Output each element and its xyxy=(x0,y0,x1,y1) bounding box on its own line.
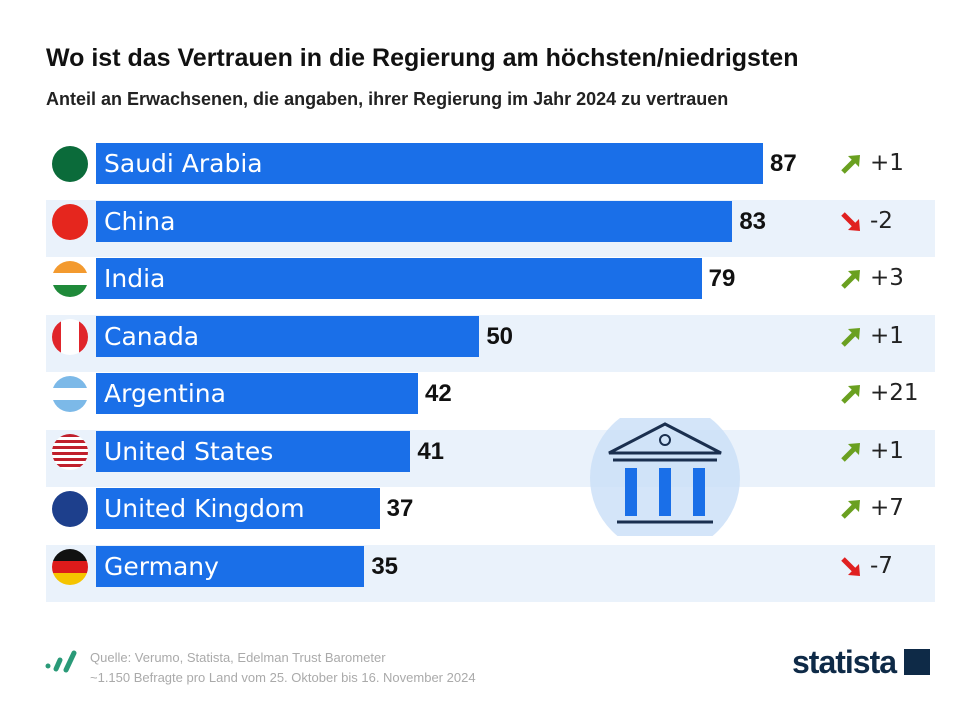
flag-icon xyxy=(52,203,88,240)
chart-title: Wo ist das Vertrauen in die Regierung am… xyxy=(46,44,799,72)
change-label: +1 xyxy=(870,437,904,464)
change-label: +7 xyxy=(870,495,904,521)
flag-icon xyxy=(52,548,88,585)
change-label: +1 xyxy=(870,322,904,349)
survey-note: ~1.150 Befragte pro Land vom 25. Oktober… xyxy=(90,670,476,685)
bar xyxy=(96,315,480,357)
bar xyxy=(96,488,380,529)
flag-icon xyxy=(52,318,88,355)
bar xyxy=(96,200,733,242)
bar-label: China xyxy=(104,206,176,236)
bar xyxy=(96,545,365,587)
flag-icon xyxy=(52,376,88,412)
bar-label: Canada xyxy=(104,321,200,351)
change-label: -7 xyxy=(870,552,893,579)
bar-label: United States xyxy=(104,436,274,466)
arrow-up-right-icon xyxy=(841,500,860,519)
bar-label: India xyxy=(104,264,166,293)
flag-icon xyxy=(52,261,88,297)
data-label: 42 xyxy=(425,380,452,407)
data-label: 41 xyxy=(417,437,445,465)
brand-name: statista xyxy=(792,644,897,680)
change-label: +3 xyxy=(870,265,904,291)
bar-label: United Kingdom xyxy=(104,494,305,523)
data-label: 87 xyxy=(770,150,797,177)
bar-label: Saudi Arabia xyxy=(104,149,263,178)
flag-icon xyxy=(52,146,88,182)
arrow-up-right-icon xyxy=(841,442,860,462)
government-building-icon xyxy=(590,418,740,536)
change-label: +21 xyxy=(870,380,919,406)
verumo-logo-icon xyxy=(45,650,77,673)
flag-icon xyxy=(52,433,88,470)
data-label: 50 xyxy=(486,322,514,350)
change-label: +1 xyxy=(870,150,904,176)
data-label: 79 xyxy=(708,265,736,292)
source-text: Quelle: Verumo, Statista, Edelman Trust … xyxy=(90,650,386,665)
arrow-up-right-icon xyxy=(841,327,860,347)
flag-icon xyxy=(52,491,88,527)
bar-label: Argentina xyxy=(104,379,226,408)
data-label: 37 xyxy=(386,495,414,522)
arrow-down-right-icon xyxy=(841,211,860,231)
bar xyxy=(96,258,702,299)
bar-label: Germany xyxy=(104,551,219,581)
data-label: 35 xyxy=(371,552,399,580)
change-label: -2 xyxy=(870,207,893,234)
data-label: 83 xyxy=(739,207,767,235)
arrow-down-right-icon xyxy=(841,556,860,576)
statista-logo-icon xyxy=(903,649,930,675)
source-note: Quelle: Verumo, Statista, Edelman Trust … xyxy=(90,648,476,688)
arrow-up-right-icon xyxy=(841,270,860,289)
arrow-up-right-icon xyxy=(841,155,860,174)
arrow-up-right-icon xyxy=(841,385,860,404)
bar xyxy=(96,143,763,184)
statista-logo: statista xyxy=(792,644,930,681)
bar xyxy=(96,430,411,472)
bar xyxy=(96,373,418,414)
chart-subtitle: Anteil an Erwachsenen, die angaben, ihre… xyxy=(46,89,729,109)
